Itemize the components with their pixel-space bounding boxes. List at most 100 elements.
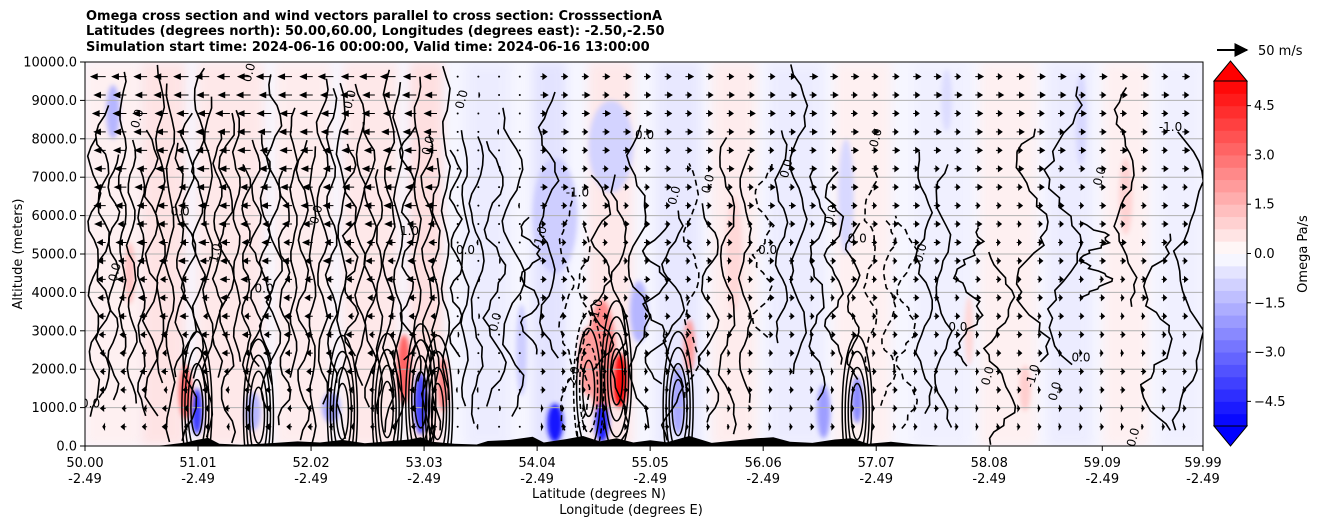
wind-vector-600 [706,422,711,431]
wind-vector-467 [561,293,566,302]
wind-vector-453 [540,183,548,191]
colorbar-tick-label-6: −4.5 [1254,395,1286,410]
wind-vector-6 [79,314,85,319]
wind-vector-281 [370,404,375,413]
wind-vector-285 [368,330,375,339]
wind-vector-263 [346,367,355,376]
contour-cell-5-3 [575,327,602,446]
contour-cell-4-3 [424,350,451,446]
wind-vector-846 [954,312,961,320]
wind-vector-456 [540,128,549,136]
wind-vector-898 [995,91,1005,99]
wind-vector-328 [406,275,417,283]
wind-vector-783 [892,367,897,376]
wind-vector-362 [455,387,458,393]
wind-vector-747 [851,293,856,302]
wind-vector-891 [995,220,1003,228]
wind-vector-621 [726,404,731,413]
wind-vector-598 [685,91,693,99]
wind-vector-129 [199,257,210,265]
colorbar-tick-label-3: 0.0 [1254,247,1275,262]
wind-vector-379 [456,75,459,78]
wind-vector-934 [1037,165,1045,173]
wind-vector-700 [809,422,815,431]
omega-feature-10 [191,388,203,435]
wind-vector-576 [664,128,673,136]
wind-vector-120 [205,422,210,431]
contour-cell-6-4 [600,300,633,446]
wind-vector-780 [892,422,897,431]
wind-vector-337 [404,110,417,117]
wind-vector-425 [518,333,521,336]
wind-vector-911 [1016,220,1022,228]
wind-vector-109 [177,257,189,265]
wind-vector-227 [304,294,313,302]
wind-vector-210 [283,239,293,246]
wind-vector-54 [113,165,127,173]
wind-vector-569 [664,257,671,265]
wind-vector-71 [136,220,148,228]
contour-label-17: -1.0 [586,297,606,323]
wind-vector-454 [540,165,547,173]
wind-vector-140 [226,422,230,432]
x-tick-lat-label-5: 55.05 [632,456,669,471]
wind-vector-732 [830,201,837,210]
contour-label-6: 0.0 [255,281,274,295]
wind-vector-519 [602,73,611,81]
wind-vector-124 [201,349,210,357]
contour-19 [265,74,283,385]
wind-vector-1042 [1161,386,1167,394]
wind-vector-33 [93,183,106,191]
wind-vector-618 [706,91,714,99]
wind-vector-115 [175,146,189,154]
wind-vector-484 [581,349,587,357]
wind-vector-875 [975,146,984,154]
wind-vector-522 [623,386,629,394]
wind-vector-315 [382,146,396,154]
wind-vector-419 [498,75,501,78]
wind-vector-153 [218,183,230,191]
wind-vector-649 [747,257,754,265]
wind-vector-27 [97,294,106,302]
wind-vector-376 [456,130,459,133]
wind-vector-1029 [1140,257,1147,265]
wind-vector-820 [933,422,938,431]
wind-vector-1021 [1140,404,1145,413]
wind-vector-34 [94,165,106,173]
wind-vector-133 [196,183,210,191]
wind-vector-448 [540,275,547,283]
wind-vector-790 [892,238,898,247]
wind-vector-953 [1058,183,1066,191]
wind-vector-1001 [1120,404,1124,413]
wind-vector-680 [788,422,793,431]
wind-vector-566 [664,312,671,320]
wind-vector-451 [540,220,547,228]
omega-feature-7 [683,319,695,374]
wind-vector-1005 [1120,330,1126,339]
wind-vector-864 [975,349,981,357]
wind-vector-359 [423,73,437,80]
contour-52 [682,163,701,398]
wind-vector-58 [112,91,127,99]
wind-vector-470 [561,238,567,247]
wind-vector-726 [830,312,837,320]
wind-vector-707 [809,293,815,302]
wind-vector-237 [299,110,313,117]
wind-vector-960 [1078,422,1083,431]
wind-vector-850 [954,238,962,247]
quiver-key: 50 m/s [1217,43,1303,59]
wind-vector-351 [427,220,437,228]
contour-46 [575,224,593,438]
wind-vector-43 [120,367,127,376]
wind-vector-17 [74,111,85,116]
contour-label-4: 1.0 [206,242,224,264]
wind-vector-974 [1078,165,1086,173]
wind-vector-735 [830,146,837,154]
wind-vector-51 [117,220,127,228]
wind-vector-972 [1078,201,1085,210]
wind-vector-15 [75,148,85,153]
wind-vector-1057 [1161,109,1169,118]
wind-vector-998 [1099,91,1107,99]
wind-vector-278 [340,91,355,99]
contour-cell-1-4 [326,334,359,446]
